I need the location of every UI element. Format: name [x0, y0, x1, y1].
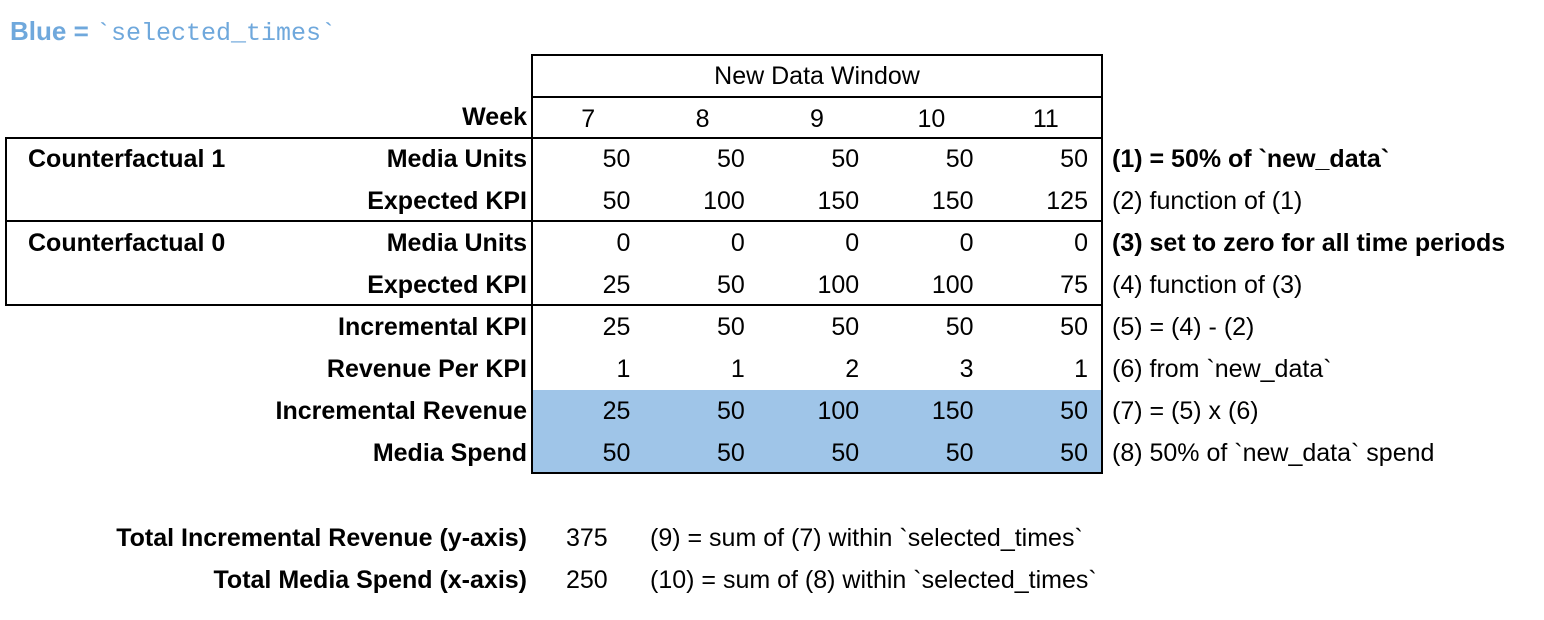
table-cell: 100	[817, 271, 860, 299]
table-cell: 150	[931, 187, 974, 215]
row-annotation: (3) set to zero for all time periods	[1112, 229, 1506, 257]
table-cell: 1	[1074, 355, 1088, 383]
table-cell: 0	[845, 229, 860, 257]
summary-value: 250	[566, 566, 608, 594]
table-cell: 50	[831, 439, 860, 467]
row-annotation: (5) = (4) - (2)	[1112, 313, 1255, 341]
row-label: Media Spend	[372, 439, 527, 467]
row-label: Expected KPI	[367, 187, 527, 215]
table-cell: 25	[602, 313, 631, 341]
table-cell: 150	[931, 397, 974, 425]
table-cell: 50	[945, 145, 974, 173]
row-label: Expected KPI	[367, 271, 527, 299]
legend-code: `selected_times`	[95, 19, 337, 48]
legend: Blue = `selected_times`	[10, 16, 336, 48]
table-cell: 1	[730, 355, 745, 383]
row-label: Incremental Revenue	[275, 397, 528, 425]
table-cell: 0	[730, 229, 745, 257]
week-column-header: 11	[1032, 105, 1059, 133]
table-cell: 75	[1060, 271, 1088, 299]
table-cell: 50	[602, 145, 631, 173]
table-cell: 3	[959, 355, 974, 383]
table-cell: 2	[845, 355, 860, 383]
table-cell: 100	[817, 397, 860, 425]
group-label-counterfactual-0: Counterfactual 0	[28, 229, 226, 257]
group-label-counterfactual-1: Counterfactual 1	[28, 145, 226, 173]
week-row-label: Week	[462, 103, 527, 131]
row-label: Media Units	[386, 229, 527, 257]
row-annotation: (4) function of (3)	[1112, 271, 1303, 299]
row-annotation: (2) function of (1)	[1112, 187, 1303, 215]
row-label: Incremental KPI	[338, 313, 527, 341]
row-annotation: (1) = 50% of `new_data`	[1112, 145, 1390, 173]
row-annotation: (7) = (5) x (6)	[1112, 397, 1259, 425]
table-cell: 150	[817, 187, 860, 215]
table-cell: 50	[1060, 397, 1088, 425]
table-cell: 50	[602, 439, 631, 467]
summary-label: Total Incremental Revenue (y-axis)	[116, 524, 527, 552]
table-cell: 100	[931, 271, 974, 299]
table-cell: 50	[716, 397, 745, 425]
table-cell: 50	[716, 439, 745, 467]
table-cell: 50	[716, 313, 745, 341]
table-cell: 50	[716, 271, 745, 299]
week-column-header: 8	[695, 105, 710, 133]
table-cell: 50	[716, 145, 745, 173]
table-cell: 50	[945, 313, 974, 341]
summary-value: 375	[566, 524, 608, 552]
counterfactual-0-box	[5, 220, 1103, 306]
table-cell: 1	[616, 355, 631, 383]
table-cell: 0	[959, 229, 974, 257]
summary-label: Total Media Spend (x-axis)	[213, 566, 527, 594]
legend-prefix: Blue =	[10, 16, 96, 46]
selected-times-highlight	[533, 390, 1101, 473]
week-column-header: 7	[581, 105, 596, 133]
summary-note: (10) = sum of (8) within `selected_times…	[650, 566, 1097, 594]
week-column-header: 9	[810, 105, 824, 133]
table-cell: 50	[831, 145, 860, 173]
table-cell: 25	[602, 271, 631, 299]
row-annotation: (8) 50% of `new_data` spend	[1112, 439, 1435, 467]
summary-note: (9) = sum of (7) within `selected_times`	[650, 524, 1083, 552]
table-cell: 50	[1060, 313, 1088, 341]
table-cell: 0	[1074, 229, 1088, 257]
new-data-window-header: New Data Window	[531, 54, 1103, 98]
table-cell: 50	[945, 439, 974, 467]
table-cell: 50	[1060, 439, 1088, 467]
table-cell: 50	[1060, 145, 1088, 173]
table-cell: 50	[602, 187, 631, 215]
table-cell: 25	[602, 397, 631, 425]
table-cell: 125	[1046, 187, 1088, 215]
row-label: Revenue Per KPI	[326, 355, 527, 383]
row-annotation: (6) from `new_data`	[1112, 355, 1332, 383]
week-column-header: 10	[917, 105, 946, 133]
table-cell: 0	[616, 229, 631, 257]
table-cell: 50	[831, 313, 860, 341]
row-label: Media Units	[386, 145, 527, 173]
table-cell: 100	[703, 187, 745, 215]
